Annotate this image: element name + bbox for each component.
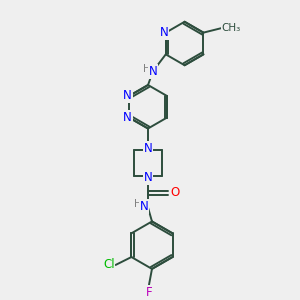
Text: N: N [144,142,152,155]
Text: Cl: Cl [103,258,115,272]
Text: N: N [140,200,148,213]
Text: H: H [143,64,151,74]
Text: N: N [159,26,168,39]
Text: O: O [170,186,179,199]
Text: N: N [123,89,132,102]
Text: CH₃: CH₃ [221,23,241,33]
Text: N: N [123,111,132,124]
Text: H: H [134,199,142,209]
Text: N: N [144,171,152,184]
Text: N: N [148,65,157,78]
Text: F: F [146,286,152,299]
